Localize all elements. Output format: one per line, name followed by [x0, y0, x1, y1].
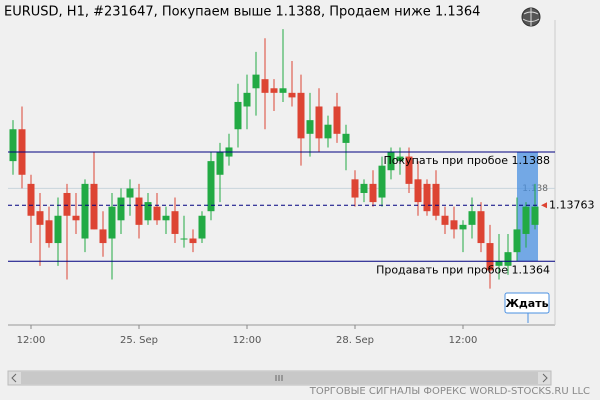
- candle-body: [243, 92, 251, 107]
- candle-body: [9, 129, 17, 162]
- candle-body: [297, 92, 305, 139]
- x-tick-label: 12:00: [233, 335, 262, 346]
- candle-body: [72, 215, 80, 221]
- candle-body: [531, 206, 539, 225]
- candle-body: [315, 106, 323, 139]
- candle-body: [387, 152, 395, 171]
- x-tick-label: 12:00: [17, 335, 46, 346]
- candle-body: [36, 211, 44, 225]
- candle-body: [144, 202, 152, 221]
- candle-body: [279, 88, 287, 93]
- wait-button[interactable]: [504, 292, 550, 314]
- candle-body: [162, 215, 170, 221]
- x-tick-label: 12:00: [449, 335, 478, 346]
- level-label: Продавать при пробое 1.1364: [376, 263, 550, 276]
- current-price-label: 1.13763: [549, 198, 595, 211]
- price-marker: [541, 202, 547, 209]
- candle-body: [513, 229, 521, 253]
- candle-body: [216, 152, 224, 175]
- candle-body: [522, 206, 530, 234]
- chart-title: EURUSD, H1, #231647, Покупаем выше 1.138…: [4, 5, 480, 20]
- candle-body: [495, 261, 503, 266]
- candle-body: [126, 188, 134, 198]
- scrollbar[interactable]: [7, 370, 552, 386]
- globe-icon[interactable]: [521, 7, 541, 27]
- candle-body: [252, 74, 260, 89]
- candle-body: [198, 215, 206, 239]
- candle-body: [423, 183, 431, 212]
- candle-body: [189, 238, 197, 244]
- candle-body: [477, 211, 485, 244]
- candle-body: [486, 243, 494, 271]
- candle-body: [45, 220, 53, 244]
- candle-body: [90, 183, 98, 230]
- candle-body: [351, 179, 359, 198]
- candle-body: [180, 238, 188, 240]
- level-label: Покупать при пробое 1.1388: [384, 154, 550, 167]
- candle-body: [369, 183, 377, 203]
- candle-body: [450, 220, 458, 230]
- candle-body: [333, 106, 341, 134]
- candle-body: [324, 124, 332, 139]
- x-tick-label: 25. Sep: [120, 335, 158, 346]
- candle-body: [459, 224, 467, 230]
- candle-body: [207, 161, 215, 212]
- x-tick-label: 28. Sep: [336, 335, 374, 346]
- candle-body: [414, 179, 422, 203]
- candle-body: [288, 92, 296, 98]
- candle-body: [441, 215, 449, 225]
- candle-body: [135, 197, 143, 225]
- candle-body: [378, 165, 386, 198]
- candle-body: [432, 183, 440, 216]
- wait-button-label[interactable]: Ждать: [505, 297, 548, 310]
- candle-body: [81, 183, 89, 239]
- candle-body: [171, 211, 179, 234]
- candle-body: [99, 229, 107, 244]
- candle-body: [153, 206, 161, 221]
- candle-body: [504, 252, 512, 266]
- candle-body: [468, 211, 476, 225]
- candle-body: [396, 156, 404, 162]
- candle-body: [117, 197, 125, 221]
- candle-body: [342, 133, 350, 143]
- candle-body: [306, 120, 314, 134]
- footer: ТОРГОВЫЕ СИГНАЛЫ ФОРЕКС WORLD-STOCKS.RU …: [309, 386, 590, 397]
- candle-body: [360, 183, 368, 193]
- candle-body: [54, 215, 62, 244]
- candle-body: [108, 206, 116, 239]
- candle-body: [234, 101, 242, 130]
- candle-body: [261, 79, 269, 93]
- candle-body: [63, 192, 71, 216]
- candle-body: [270, 88, 278, 93]
- candle-body: [405, 156, 413, 184]
- candle-body: [27, 183, 35, 216]
